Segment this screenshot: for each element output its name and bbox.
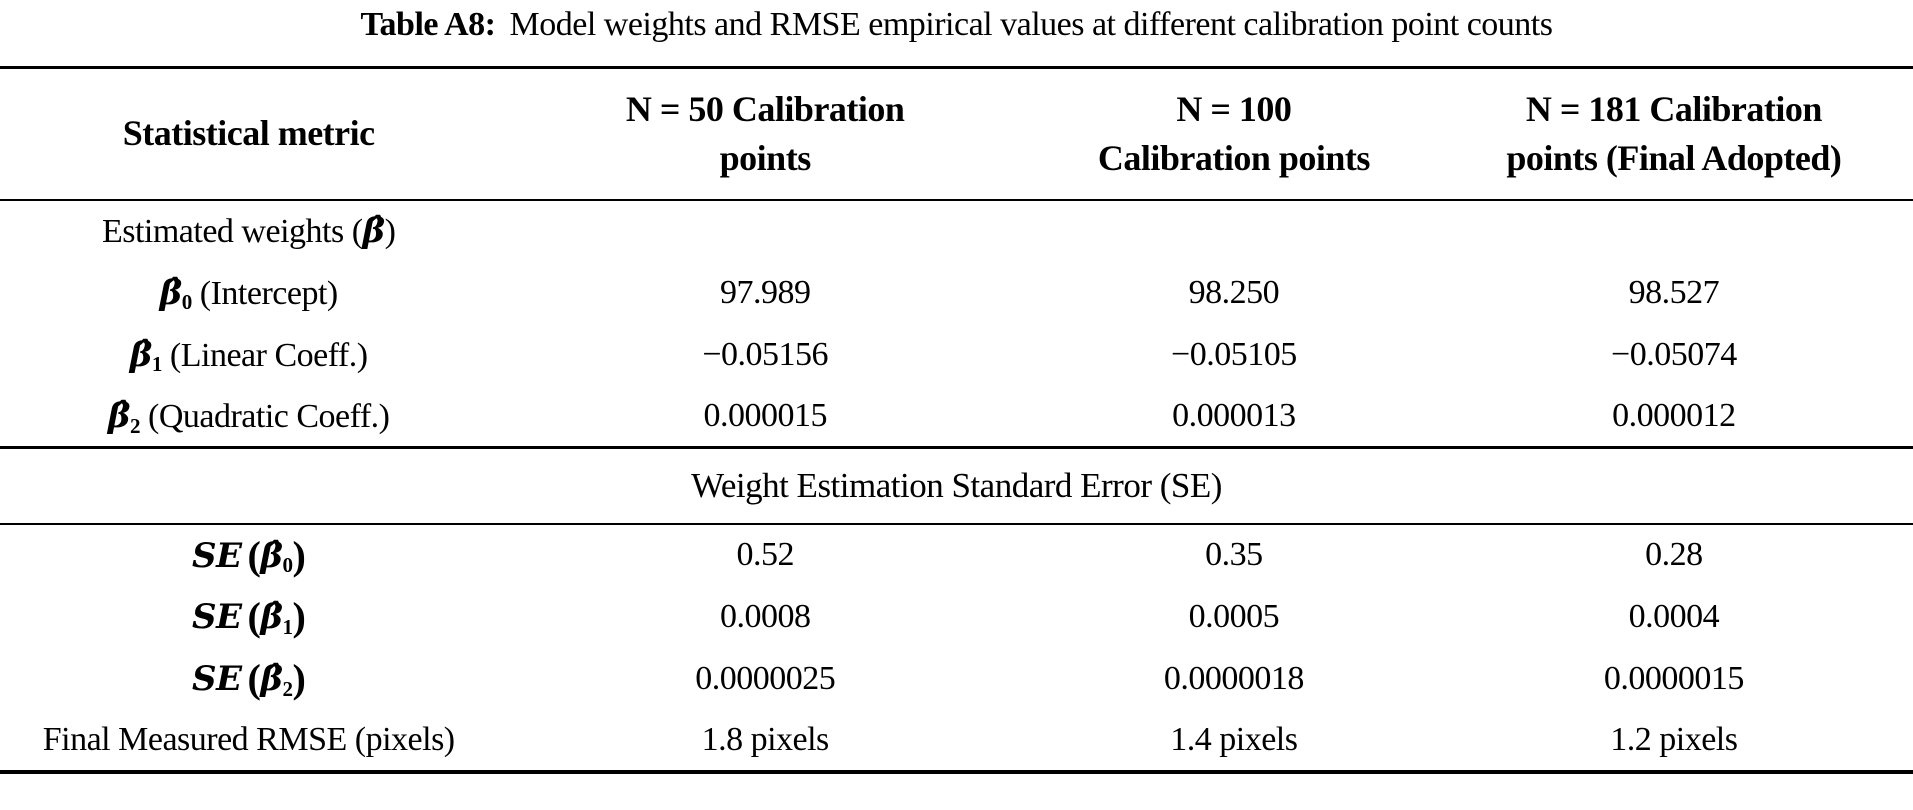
empty-cell <box>1033 200 1435 262</box>
table-row-beta1: β̂1 (Linear Coeff.) −0.05156 −0.05105 −0.… <box>0 324 1913 386</box>
beta1-n100-value: −0.05105 <box>1171 335 1297 373</box>
table-row-se-beta2: SE (β̂2) 0.0000025 0.0000018 0.0000015 <box>0 648 1913 710</box>
beta-hat-symbol: β̂ <box>362 211 386 251</box>
table-caption-text: Model weights and RMSE empirical values … <box>509 6 1553 43</box>
close-paren: ) <box>292 656 306 701</box>
se-beta1-n181-value: 0.0004 <box>1628 597 1720 635</box>
beta1-desc: (Linear Coeff.) <box>169 336 368 374</box>
close-paren: ) <box>292 594 306 639</box>
se-beta1-n100-value: 0.0005 <box>1188 597 1280 635</box>
se-beta0-label: SE (β̂0) <box>0 524 497 586</box>
beta-hat-symbol: β̂ <box>260 535 283 576</box>
rmse-n181-value: 1.2 pixels <box>1610 720 1738 758</box>
beta-hat-symbol: β̂ <box>260 597 283 637</box>
se-beta0-n100-value: 0.35 <box>1205 536 1263 573</box>
beta2-n181-value: 0.000012 <box>1612 396 1736 434</box>
se-function-symbol: SE <box>192 659 242 699</box>
beta1-label: β̂1 (Linear Coeff.) <box>0 324 497 386</box>
se-beta1-label: SE (β̂1) <box>0 586 497 648</box>
beta0-n50-value: 97.989 <box>719 273 811 311</box>
se-beta2-n100-value: 0.0000018 <box>1163 659 1304 697</box>
beta-subscript: 0 <box>181 290 193 315</box>
se-function-symbol: SE <box>192 597 242 637</box>
table-caption-label: Table A8: <box>360 6 497 43</box>
header-n181: N = 181 Calibration points (Final Adopte… <box>1434 67 1913 201</box>
se-beta1-n50-value: 0.0008 <box>719 597 811 635</box>
rmse-label: Final Measured RMSE (pixels) <box>42 720 455 758</box>
group-label-pre: Estimated weights ( <box>101 213 363 250</box>
beta1-n181-value: −0.05074 <box>1611 335 1737 373</box>
open-paren: ( <box>247 594 261 639</box>
open-paren: ( <box>247 532 261 578</box>
results-table: Statistical metric N = 50 Calibration po… <box>0 66 1913 774</box>
header-n181-line1: N = 181 Calibration <box>1525 89 1823 130</box>
beta-subscript: 0 <box>282 553 293 578</box>
rmse-n50-value: 1.8 pixels <box>701 720 830 758</box>
estimated-weights-group-label: Estimated weights (β̂) <box>0 200 497 262</box>
se-beta0-n50-value: 0.52 <box>736 536 794 573</box>
table-row-beta0: β̂0 (Intercept) 97.989 98.250 98.527 <box>0 262 1913 324</box>
table-header-row: Statistical metric N = 50 Calibration po… <box>0 67 1913 201</box>
beta-hat-symbol: β̂ <box>129 334 153 375</box>
beta-subscript: 2 <box>129 413 141 438</box>
beta0-n100-value: 98.250 <box>1188 273 1280 311</box>
se-beta2-label: SE (β̂2) <box>0 648 497 710</box>
header-n50-line2: points <box>719 137 812 178</box>
table-row-estimated-weights-group: Estimated weights (β̂) <box>0 200 1913 262</box>
se-beta2-n181-value: 0.0000015 <box>1603 659 1745 697</box>
table-row-se-beta0: SE (β̂0) 0.52 0.35 0.28 <box>0 524 1913 586</box>
table-row-rmse: Final Measured RMSE (pixels) 1.8 pixels … <box>0 710 1913 772</box>
beta0-label: β̂0 (Intercept) <box>0 262 497 324</box>
header-statistical-metric: Statistical metric <box>0 67 498 201</box>
se-section-header: Weight Estimation Standard Error (SE) <box>0 446 1913 525</box>
empty-cell <box>497 200 1033 262</box>
empty-cell <box>1435 200 1913 262</box>
rmse-n100-value: 1.4 pixels <box>1170 720 1298 758</box>
group-label-post: ) <box>384 213 396 250</box>
open-paren: ( <box>247 656 261 701</box>
table-row-beta2: β̂2 (Quadratic Coeff.) 0.000015 0.000013 … <box>0 386 1913 448</box>
beta-subscript: 1 <box>151 352 163 377</box>
header-n181-line2: points (Final Adopted) <box>1506 137 1842 178</box>
table-row-se-beta1: SE (β̂1) 0.0008 0.0005 0.0004 <box>0 586 1913 648</box>
se-beta2-n50-value: 0.0000025 <box>695 659 836 697</box>
close-paren: ) <box>292 532 306 578</box>
beta1-n50-value: −0.05156 <box>702 335 829 373</box>
header-n50-line1: N = 50 Calibration <box>625 89 905 130</box>
header-n100-line1: N = 100 <box>1176 89 1292 130</box>
beta2-n50-value: 0.000015 <box>703 396 827 434</box>
table-row-se-section-header: Weight Estimation Standard Error (SE) <box>0 446 1913 525</box>
beta-hat-symbol: β̂ <box>159 272 183 313</box>
beta2-n100-value: 0.000013 <box>1172 396 1296 434</box>
beta2-label: β̂2 (Quadratic Coeff.) <box>0 386 497 448</box>
beta2-desc: (Quadratic Coeff.) <box>148 397 390 435</box>
table-caption: Table A8: Model weights and RMSE empiric… <box>0 0 1913 66</box>
beta0-desc: (Intercept) <box>199 274 338 312</box>
header-n100: N = 100 Calibration points <box>1033 67 1435 201</box>
beta-hat-symbol: β̂ <box>260 659 283 699</box>
beta-hat-symbol: β̂ <box>107 395 131 436</box>
beta-subscript: 1 <box>282 614 293 639</box>
beta-subscript: 2 <box>282 676 293 701</box>
header-n100-line2: Calibration points <box>1097 137 1371 178</box>
beta0-n181-value: 98.527 <box>1628 273 1720 311</box>
header-col1-text: Statistical metric <box>122 113 375 154</box>
se-beta0-n181-value: 0.28 <box>1645 536 1703 573</box>
header-n50: N = 50 Calibration points <box>497 67 1033 201</box>
se-function-symbol: SE <box>192 535 242 576</box>
